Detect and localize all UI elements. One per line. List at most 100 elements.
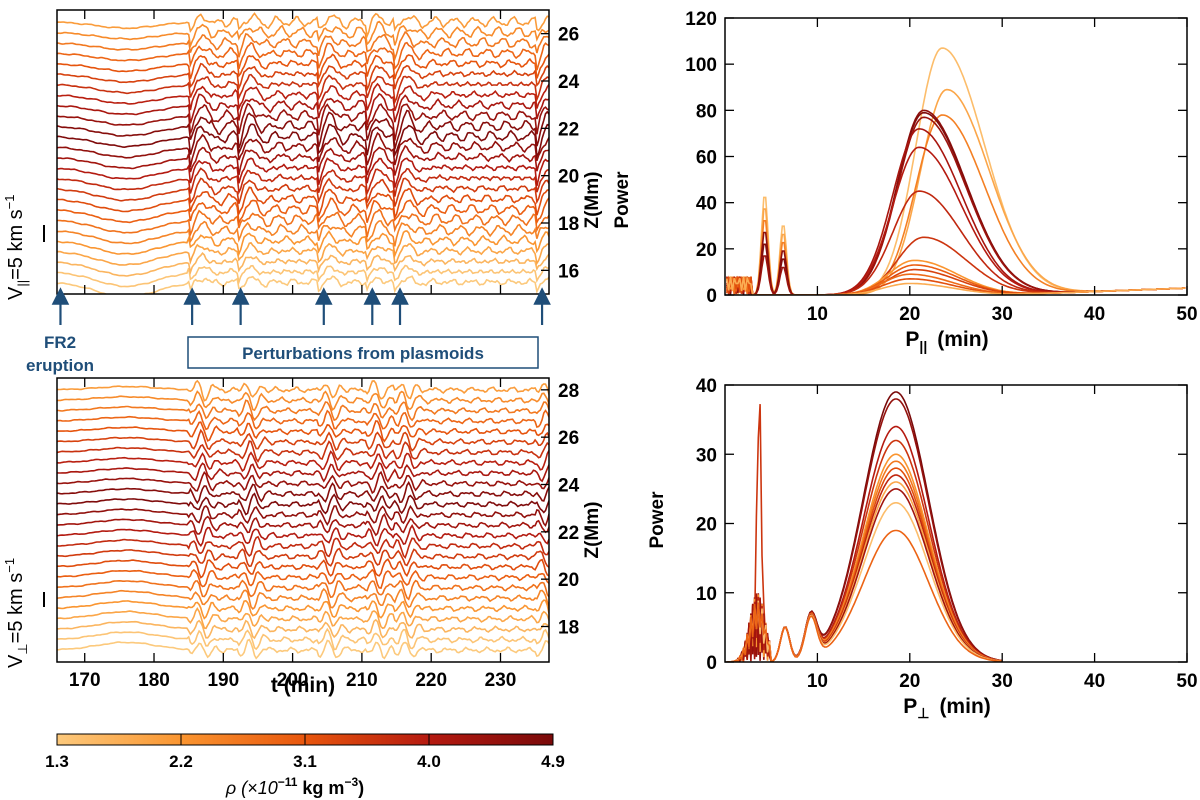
plasmoid-label: Perturbations from plasmoids bbox=[242, 344, 484, 363]
y-tick-label: 80 bbox=[696, 101, 717, 122]
x-tick-label: 210 bbox=[346, 670, 378, 691]
series-line bbox=[57, 109, 549, 150]
x-tick-label: 30 bbox=[992, 671, 1013, 692]
series-line bbox=[57, 379, 549, 402]
power-curve bbox=[726, 391, 1003, 662]
series-line bbox=[57, 638, 549, 660]
panel-pperp-power: 10 20 30 40 50 0 10 20 30 40 Power P⊥ (min) bbox=[647, 376, 1198, 721]
series-line bbox=[57, 82, 549, 112]
series-line bbox=[57, 535, 549, 560]
y-tick-label: 0 bbox=[706, 286, 717, 307]
vpar-frame bbox=[56, 9, 550, 295]
x-tick-label: 50 bbox=[1176, 671, 1197, 692]
x-tick-label: 230 bbox=[485, 670, 517, 691]
x-tick-label: 190 bbox=[207, 670, 239, 691]
series-line bbox=[57, 30, 549, 62]
pperp-xlabel: P⊥ (min) bbox=[903, 695, 991, 721]
power-curve bbox=[726, 111, 1186, 295]
series-line bbox=[57, 144, 549, 176]
y-tick-label: 120 bbox=[685, 9, 717, 30]
colorbar-tick-label: 3.1 bbox=[293, 752, 317, 771]
series-line bbox=[57, 606, 549, 630]
series-line bbox=[57, 420, 549, 443]
ppar-series-group bbox=[726, 47, 1186, 295]
perturbation-arrows bbox=[51, 287, 551, 325]
series-line bbox=[57, 123, 549, 159]
series-line bbox=[57, 41, 549, 71]
series-line bbox=[57, 230, 549, 259]
series-line bbox=[57, 492, 549, 516]
y-tick-label: 20 bbox=[558, 167, 579, 188]
x-tick-label: 30 bbox=[992, 304, 1013, 325]
vperp-frame bbox=[56, 377, 550, 663]
y-tick-label: 28 bbox=[558, 381, 579, 402]
x-tick-label: 50 bbox=[1176, 304, 1197, 325]
series-line bbox=[57, 241, 549, 266]
vperp-scale-label: V⊥=5 km s−1 bbox=[2, 558, 30, 668]
series-line bbox=[57, 167, 549, 197]
series-line bbox=[57, 264, 549, 288]
vperp-axis-ticks: 170 180 190 200 210 220 230 18 20 22 24 26 28 bbox=[69, 378, 580, 691]
series-line bbox=[57, 208, 549, 238]
vpar-series-group bbox=[57, 12, 549, 294]
y-tick-label: 18 bbox=[558, 214, 579, 235]
vperp-series-group bbox=[57, 379, 549, 660]
y-tick-label: 18 bbox=[558, 618, 579, 639]
pperp-axis-ticks: 10 20 30 40 50 0 10 20 30 40 bbox=[696, 376, 1198, 692]
colorbar-tick-label: 4.0 bbox=[417, 752, 441, 771]
series-line bbox=[57, 470, 549, 495]
y-tick-label: 40 bbox=[696, 376, 717, 397]
pperp-ylabel: Power bbox=[647, 491, 668, 549]
colorbar-ticks: 1.3 2.2 3.1 4.0 4.9 bbox=[45, 734, 565, 771]
density-colorbar: 1.3 2.2 3.1 4.0 4.9 ρ (×10−11 kg m−3) bbox=[45, 733, 565, 798]
series-line bbox=[57, 252, 549, 277]
power-curve bbox=[726, 127, 1186, 295]
colorbar-tick-label: 2.2 bbox=[169, 752, 193, 771]
y-tick-label: 24 bbox=[558, 476, 580, 497]
series-line bbox=[57, 523, 549, 548]
y-tick-label: 30 bbox=[696, 445, 717, 466]
series-line bbox=[57, 547, 549, 568]
series-line bbox=[57, 220, 549, 247]
power-curve bbox=[726, 109, 1186, 295]
series-line bbox=[57, 587, 549, 611]
panel-ppar-power: 10 20 30 40 50 0 20 40 60 80 100 120 Power P|| (min) bbox=[612, 9, 1198, 354]
series-line bbox=[57, 599, 549, 620]
y-tick-label: 100 bbox=[685, 55, 717, 76]
series-line bbox=[57, 53, 549, 82]
y-tick-label: 22 bbox=[558, 119, 579, 140]
vperp-xlabel: t (min) bbox=[271, 674, 335, 697]
ppar-axis-ticks: 10 20 30 40 50 0 20 40 60 80 100 120 bbox=[685, 9, 1197, 325]
series-line bbox=[57, 399, 549, 422]
colorbar-label: ρ (×10−11 kg m−3) bbox=[225, 775, 364, 798]
series-line bbox=[57, 450, 549, 473]
series-line bbox=[57, 409, 549, 431]
y-tick-label: 20 bbox=[696, 240, 717, 261]
series-line bbox=[57, 177, 549, 207]
series-line bbox=[57, 197, 549, 226]
series-line bbox=[57, 157, 549, 188]
y-tick-label: 10 bbox=[696, 584, 717, 605]
series-line bbox=[57, 62, 549, 93]
power-curve bbox=[726, 275, 1186, 295]
power-curve bbox=[726, 529, 1003, 662]
power-curve bbox=[726, 114, 1186, 295]
series-line bbox=[57, 579, 549, 601]
series-line bbox=[57, 275, 549, 294]
power-curve bbox=[726, 47, 1186, 295]
x-tick-label: 180 bbox=[138, 670, 170, 691]
series-line bbox=[57, 568, 549, 590]
pperp-series-group bbox=[726, 391, 1003, 662]
y-tick-label: 16 bbox=[558, 261, 579, 282]
vpar-zlabel: Z(Mm) bbox=[582, 172, 603, 229]
x-tick-label: 10 bbox=[807, 304, 828, 325]
y-tick-label: 24 bbox=[558, 72, 580, 93]
power-curve bbox=[726, 259, 1186, 295]
series-line bbox=[57, 618, 549, 640]
colorbar-tick-label: 1.3 bbox=[45, 752, 69, 771]
power-curve bbox=[726, 273, 1186, 295]
x-tick-label: 20 bbox=[899, 671, 920, 692]
x-tick-label: 220 bbox=[415, 670, 447, 691]
